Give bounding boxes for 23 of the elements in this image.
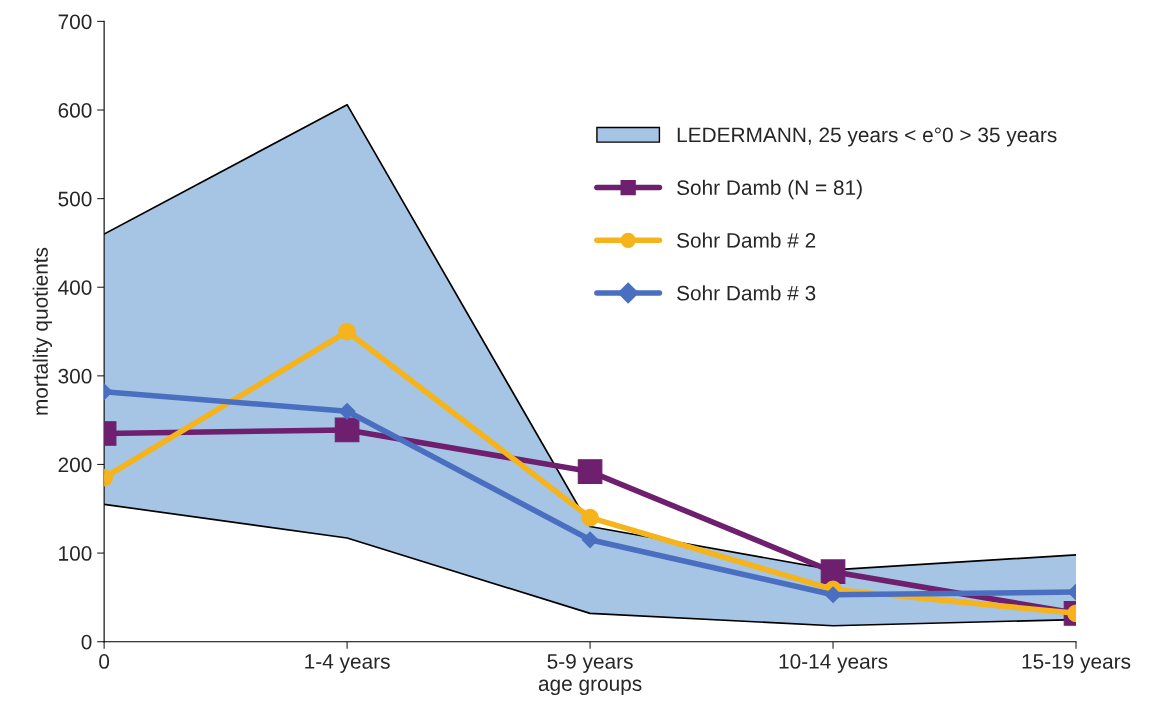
point bbox=[581, 531, 599, 549]
legend-label: Sohr Damb (N = 81) bbox=[677, 179, 862, 200]
y-tick-label: 200 bbox=[58, 457, 92, 473]
x-tick-label: 10-14 years bbox=[779, 654, 888, 673]
y-axis-title: mortality quotients bbox=[32, 247, 53, 415]
x-axis-title: age groups bbox=[538, 679, 642, 696]
x-tick-label: 0 bbox=[99, 654, 110, 669]
x-tick-label: 1-4 years bbox=[305, 654, 390, 673]
y-tick-label: 400 bbox=[58, 280, 92, 295]
y-tick-label: 600 bbox=[58, 103, 92, 118]
legend-label: Sohr Damb # 2 bbox=[677, 232, 816, 248]
point bbox=[577, 459, 603, 484]
legend-label: Sohr Damb # 3 bbox=[677, 285, 816, 301]
y-tick-label: 700 bbox=[58, 14, 92, 30]
y-tick-label: 300 bbox=[58, 368, 92, 384]
point bbox=[820, 559, 846, 585]
legend-label: LEDERMANN, 25 years < e°0 > 35 years bbox=[677, 127, 1057, 147]
x-tick-label: 15-19 years bbox=[1022, 654, 1131, 673]
y-tick-label: 0 bbox=[81, 634, 92, 650]
y-tick-label: 100 bbox=[59, 546, 92, 561]
point bbox=[581, 508, 599, 527]
y-tick-label: 500 bbox=[58, 191, 92, 207]
x-tick-label: 5-9 years bbox=[547, 654, 633, 673]
